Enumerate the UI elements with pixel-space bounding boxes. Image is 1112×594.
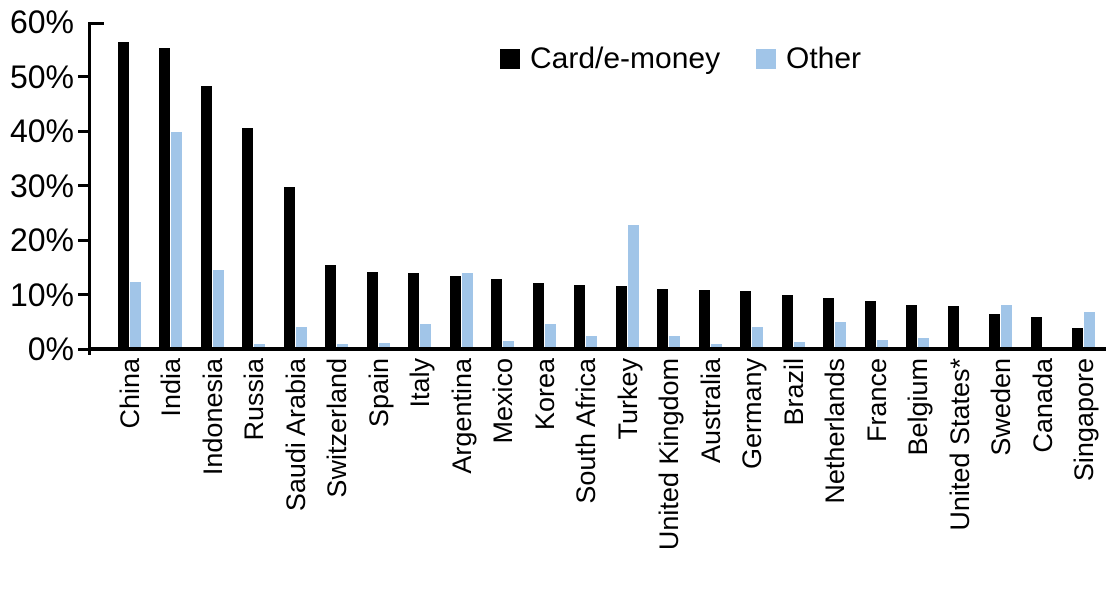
- x-label-france: France: [861, 358, 892, 443]
- legend-swatch-card-e-money: [500, 49, 520, 69]
- bar-card-e-money-russia: [242, 127, 253, 349]
- legend-swatch-other: [756, 49, 776, 69]
- legend-label-card-e-money: Card/e-money: [530, 42, 721, 75]
- bar-card-e-money-netherlands: [823, 297, 834, 349]
- bar-card-e-money-australia: [698, 290, 710, 349]
- bar-card-e-money-saudi-arabia: [283, 186, 295, 349]
- x-label-indonesia: Indonesia: [197, 358, 228, 476]
- x-axis-line: [88, 347, 1106, 351]
- legend-label-other: Other: [786, 42, 862, 75]
- y-axis-label-30: 30%: [9, 167, 74, 204]
- bar-other-spain: [378, 343, 390, 349]
- bar-other-australia: [710, 343, 722, 349]
- bar-card-e-money-france: [864, 301, 876, 349]
- y-axis-top-tick: [88, 22, 104, 25]
- bar-card-e-money-south-africa: [574, 284, 585, 349]
- x-label-turkey: Turkey: [612, 358, 643, 440]
- bar-other-mexico: [503, 341, 514, 349]
- y-axis-label-40: 40%: [9, 113, 74, 149]
- legend-item-card-e-money: Card/e-money: [500, 44, 720, 74]
- x-label-italy: Italy: [405, 358, 435, 408]
- bar-other-belgium: [918, 337, 929, 349]
- bar-card-e-money-china: [117, 41, 129, 349]
- bar-card-e-money-united-kingdom: [657, 288, 668, 349]
- x-label-argentina: Argentina: [446, 358, 477, 474]
- x-label-united-kingdom: United Kingdom: [654, 358, 684, 551]
- bar-other-turkey: [627, 225, 639, 349]
- x-label-switzerland: Switzerland: [322, 358, 352, 498]
- bar-other-brazil: [793, 342, 805, 349]
- bar-card-e-money-sweden: [989, 314, 1000, 349]
- x-label-canada: Canada: [1027, 358, 1058, 453]
- bar-card-e-money-india: [159, 48, 170, 349]
- x-label-singapore: Singapore: [1069, 358, 1099, 482]
- bar-other-china: [129, 281, 141, 349]
- bar-other-singapore: [1084, 312, 1095, 349]
- x-label-germany: Germany: [737, 358, 767, 470]
- bar-other-united-kingdom: [669, 335, 680, 349]
- bar-card-e-money-united-states: [947, 306, 959, 349]
- bar-card-e-money-canada: [1030, 316, 1042, 349]
- y-tick-30: [78, 184, 88, 187]
- x-label-saudi-arabia: Saudi Arabia: [280, 358, 311, 512]
- x-label-belgium: Belgium: [903, 358, 933, 456]
- y-axis-label-10: 10%: [9, 276, 74, 313]
- x-label-australia: Australia: [695, 358, 726, 464]
- y-axis-label-60: 60%: [9, 4, 74, 40]
- bar-card-e-money-mexico: [491, 279, 502, 349]
- bar-other-korea: [544, 324, 556, 349]
- x-label-south-africa: South Africa: [571, 358, 601, 504]
- y-tick-50: [78, 75, 88, 78]
- bar-card-e-money-italy: [408, 273, 419, 349]
- bar-card-e-money-belgium: [906, 304, 917, 349]
- bar-other-france: [876, 340, 888, 349]
- bar-card-e-money-korea: [532, 283, 544, 349]
- bar-card-e-money-germany: [740, 290, 751, 349]
- bar-card-e-money-switzerland: [325, 264, 336, 349]
- x-label-china: China: [114, 358, 145, 429]
- bar-other-saudi-arabia: [295, 327, 307, 349]
- x-label-mexico: Mexico: [488, 358, 518, 444]
- bar-card-e-money-spain: [366, 272, 378, 349]
- y-axis-label-0: 0%: [27, 331, 74, 367]
- x-label-korea: Korea: [529, 358, 560, 431]
- x-label-brazil: Brazil: [778, 358, 809, 426]
- bar-other-sweden: [1001, 305, 1012, 349]
- x-label-india: India: [156, 358, 186, 417]
- bar-other-south-africa: [586, 335, 597, 349]
- y-axis-line: [88, 22, 91, 355]
- y-tick-20: [78, 238, 88, 242]
- y-axis-label-20: 20%: [9, 222, 74, 258]
- bar-other-netherlands: [835, 321, 846, 349]
- x-label-russia: Russia: [239, 358, 269, 441]
- y-tick-0: [78, 347, 88, 351]
- x-label-united-states: United States*: [944, 358, 975, 531]
- x-label-netherlands: Netherlands: [820, 358, 850, 504]
- legend: Card/e-money Other: [0, 44, 1112, 74]
- bar-card-e-money-turkey: [615, 285, 627, 349]
- bar-card-e-money-argentina: [449, 275, 461, 349]
- x-label-sweden: Sweden: [986, 358, 1016, 456]
- y-axis-label-50: 50%: [9, 58, 74, 95]
- bar-other-switzerland: [337, 344, 348, 349]
- bar-other-italy: [420, 323, 431, 349]
- legend-item-other: Other: [756, 44, 861, 74]
- bar-other-russia: [254, 343, 265, 349]
- y-tick-40: [78, 129, 88, 133]
- bar-card-e-money-brazil: [781, 294, 793, 349]
- x-label-spain: Spain: [363, 358, 394, 428]
- bar-other-argentina: [461, 273, 473, 349]
- y-tick-10: [78, 293, 88, 296]
- bar-other-germany: [752, 327, 763, 349]
- bar-card-e-money-indonesia: [200, 85, 212, 349]
- bar-card-e-money-singapore: [1072, 327, 1083, 349]
- bar-other-india: [171, 132, 182, 349]
- bar-other-indonesia: [212, 269, 224, 349]
